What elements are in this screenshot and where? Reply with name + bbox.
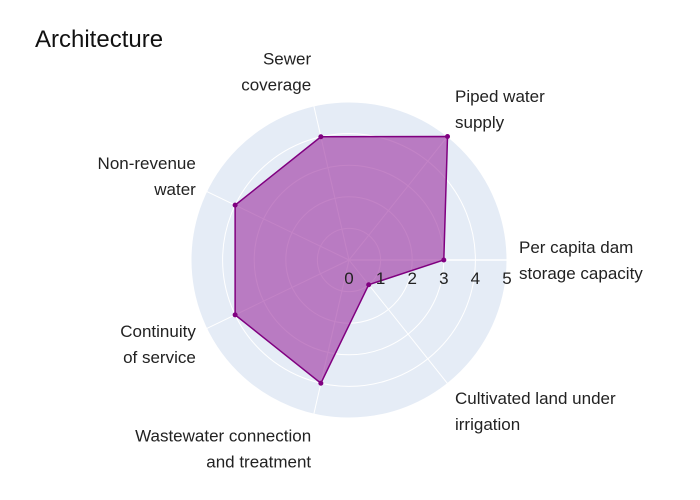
data-point bbox=[318, 380, 324, 386]
radial-tick-label: 3 bbox=[439, 269, 448, 288]
axis-label-line: Piped water bbox=[455, 87, 545, 106]
axis-label-line: of service bbox=[123, 348, 196, 367]
data-point bbox=[366, 282, 372, 288]
axis-label-line: Cultivated land under bbox=[455, 389, 616, 408]
axis-label: Wastewater connection and treatment bbox=[135, 427, 311, 472]
series-area bbox=[234, 135, 449, 385]
data-point bbox=[232, 202, 238, 208]
radial-tick-label: 4 bbox=[471, 269, 480, 288]
axis-label-line: storage capacity bbox=[519, 264, 643, 283]
axis-label-line: water bbox=[153, 180, 196, 199]
radial-tick-label: 5 bbox=[502, 269, 511, 288]
radial-tick-label: 1 bbox=[376, 269, 385, 288]
series-points bbox=[232, 133, 451, 386]
axis-label: Continuity of service bbox=[120, 322, 196, 367]
axis-label-line: and treatment bbox=[206, 453, 311, 472]
axis-label-line: Per capita dam bbox=[519, 238, 633, 257]
data-point bbox=[318, 134, 324, 140]
axis-label-line: coverage bbox=[241, 75, 311, 94]
radial-tick-label: 0 bbox=[344, 269, 353, 288]
axis-label: Sewer coverage bbox=[241, 49, 311, 94]
data-point bbox=[445, 133, 451, 139]
angular-axis-labels: Per capita dam storage capacity Piped wate… bbox=[98, 49, 644, 471]
radial-tick-label: 2 bbox=[407, 269, 416, 288]
chart-title: Architecture bbox=[35, 26, 164, 53]
axis-label-line: irrigation bbox=[455, 415, 520, 434]
axis-label-line: Non-revenue bbox=[98, 154, 196, 173]
axis-label-line: Wastewater connection bbox=[135, 427, 311, 446]
radial-tick-labels: 0 1 2 3 4 5 bbox=[344, 269, 511, 288]
axis-label-line: supply bbox=[455, 113, 505, 132]
axis-label-line: Sewer bbox=[263, 49, 312, 68]
data-point bbox=[441, 257, 447, 263]
data-point bbox=[232, 312, 238, 318]
axis-label: Per capita dam storage capacity bbox=[519, 238, 643, 283]
axis-label-line: Continuity bbox=[120, 322, 196, 341]
axis-label: Cultivated land under irrigation bbox=[455, 389, 616, 434]
axis-label: Non-revenue water bbox=[98, 154, 197, 199]
axis-label: Piped water supply bbox=[455, 87, 545, 132]
